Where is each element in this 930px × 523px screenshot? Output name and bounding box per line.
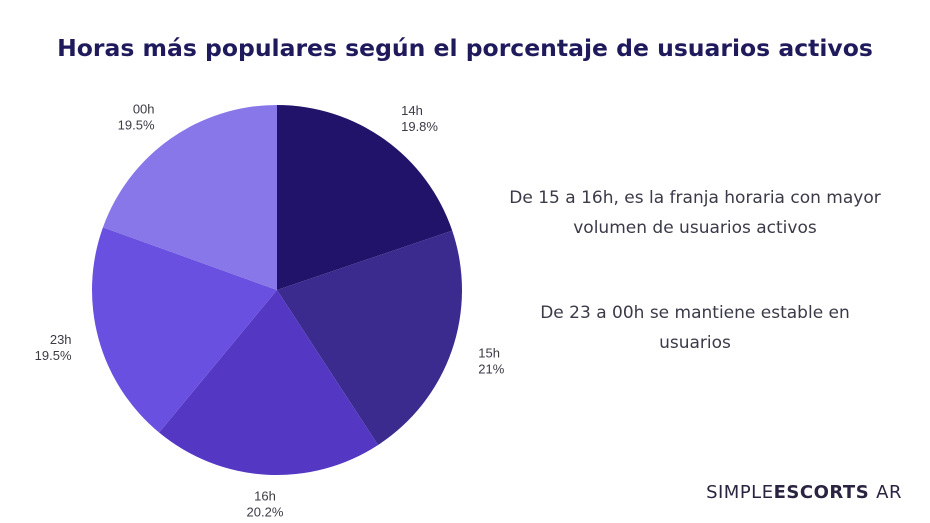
brand-part-escorts: ESCORTS xyxy=(773,482,870,503)
pie-labels: 14h 19.8%15h 21%16h 20.2%23h 19.5%00h 19.5% xyxy=(35,102,505,520)
note-peak-hours: De 15 a 16h, es la franja horaria con ma… xyxy=(509,188,881,238)
slice-label-name: 14h xyxy=(401,103,423,118)
pie-slice-23h xyxy=(92,227,277,433)
brand-logo: SIMPLEESCORTS AR xyxy=(706,482,902,503)
brand-part-simple: SIMPLE xyxy=(706,482,774,503)
slice-label-value: 20.2% xyxy=(247,505,284,520)
chart-title: Horas más populares según el porcentaje … xyxy=(57,34,873,62)
slice-label-16h: 16h 20.2% xyxy=(247,489,284,520)
slice-label-23h: 23h 19.5% xyxy=(35,332,72,363)
slice-label-value: 21% xyxy=(478,362,504,377)
slice-label-name: 15h xyxy=(478,346,500,361)
slice-label-name: 00h xyxy=(133,102,155,117)
slice-label-value: 19.5% xyxy=(35,348,72,363)
pie-slice-15h xyxy=(277,230,462,445)
slice-label-14h: 14h 19.8% xyxy=(401,103,438,134)
slice-label-value: 19.8% xyxy=(401,119,438,134)
pie-slice-16h xyxy=(159,290,379,475)
slice-label-15h: 15h 21% xyxy=(478,346,504,377)
slice-label-name: 16h xyxy=(254,489,276,504)
brand-part-ar: AR xyxy=(876,482,902,503)
slice-label-name: 23h xyxy=(50,332,72,347)
pie-slice-14h xyxy=(277,105,453,290)
slice-label-value: 19.5% xyxy=(118,118,155,133)
slice-label-00h: 00h 19.5% xyxy=(118,102,155,133)
pie-slice-00h xyxy=(102,105,277,290)
note-stable-hours: De 23 a 00h se mantiene estable en usuar… xyxy=(540,303,850,353)
pie-slices xyxy=(92,105,462,475)
